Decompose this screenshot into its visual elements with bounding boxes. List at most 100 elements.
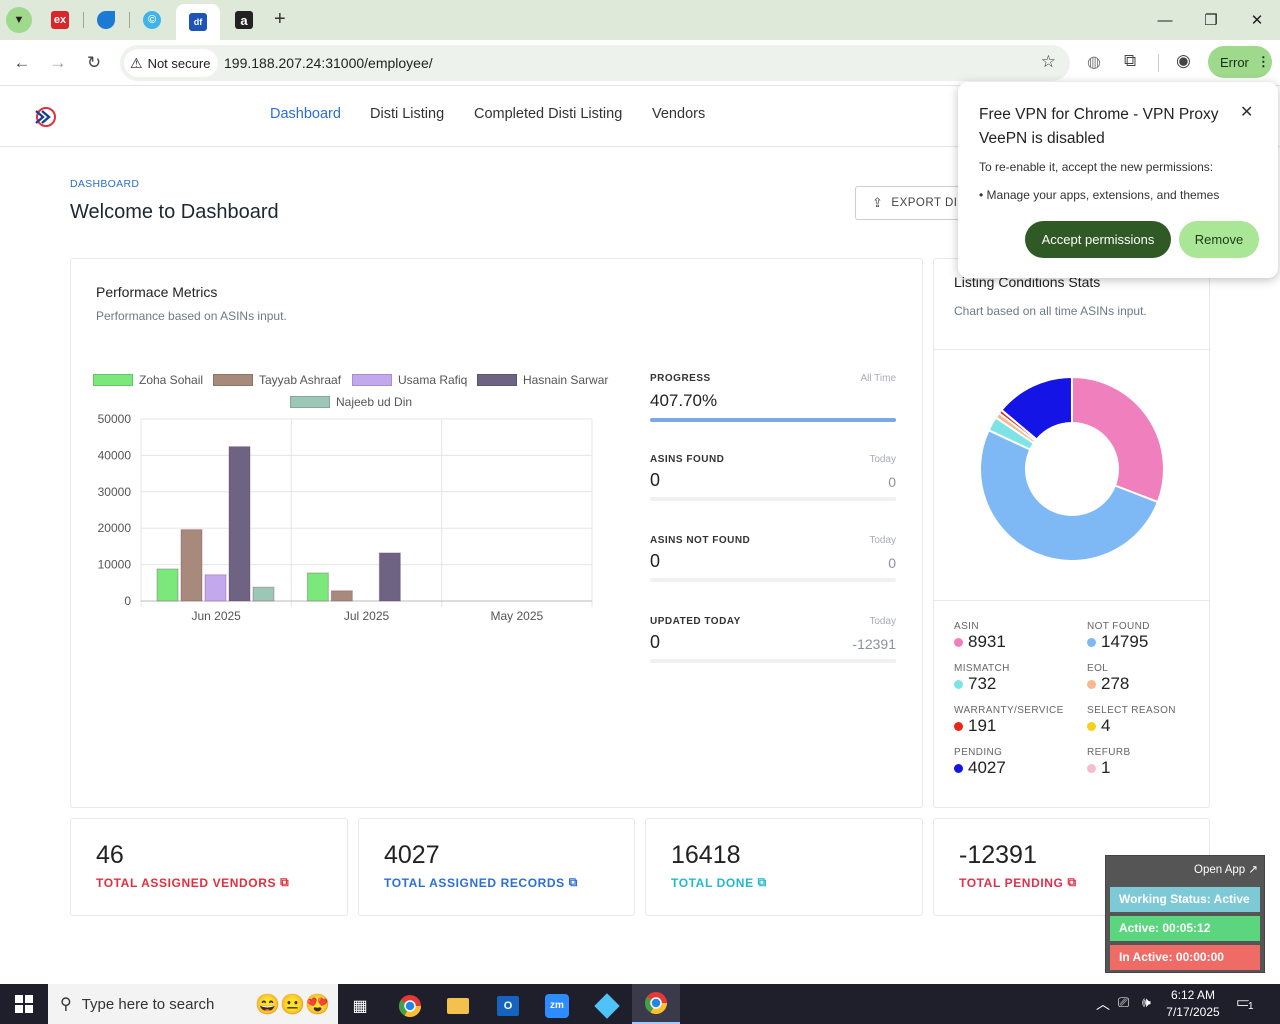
tab-search-button[interactable]: ▼ — [6, 7, 32, 33]
error-menu-button[interactable]: Error ⋮ — [1208, 46, 1272, 78]
logo-icon — [35, 107, 56, 127]
start-button[interactable] — [0, 987, 48, 1021]
total-value: -12391 — [959, 841, 1037, 869]
tab-c[interactable]: © — [132, 6, 172, 34]
popup-close-button[interactable]: ✕ — [1240, 104, 1254, 121]
y-tick-label: 50000 — [98, 412, 132, 426]
bar — [330, 590, 353, 602]
notification-count: 1 — [1248, 1001, 1254, 1012]
chevron-up-icon[interactable]: ︿ — [1096, 996, 1110, 1012]
stat-period: Today — [869, 535, 896, 546]
tab-df-active[interactable]: df — [176, 4, 220, 40]
external-link-icon: ⧉ — [757, 875, 767, 889]
address-bar[interactable]: ⚠ Not secure 199.188.207.24:31000/employ… — [120, 45, 1070, 81]
legend-item[interactable]: Zoha Sohail — [93, 373, 203, 387]
legend-swatch — [93, 374, 133, 386]
upload-icon: ⇪ — [872, 195, 884, 210]
condition-stat: EOL 278 — [1087, 663, 1217, 694]
remove-button[interactable]: Remove — [1179, 221, 1259, 258]
outlook-taskbar-icon[interactable]: O — [484, 989, 532, 1023]
condition-stat-value: 8931 — [954, 632, 1084, 652]
color-dot-icon — [1087, 679, 1096, 689]
restore-button[interactable]: ❐ — [1204, 12, 1218, 29]
condition-stat-label: NOT FOUND — [1087, 621, 1150, 632]
listing-conditions-card: Listing Conditions Stats Chart based on … — [933, 258, 1210, 808]
site-info-button[interactable]: ⚠ Not secure — [124, 49, 219, 77]
stat-period: Today — [869, 616, 896, 627]
performance-stats: PROGRESS All Time 407.70% ASINS FOUND To… — [650, 373, 896, 673]
bar — [252, 586, 275, 602]
performance-card: Performace Metrics Performance based on … — [70, 258, 923, 808]
close-window-button[interactable]: ✕ — [1250, 12, 1264, 29]
notification-center-button[interactable]: ▭ 1 — [1236, 993, 1258, 1013]
listing-conditions-subtitle: Chart based on all time ASINs input. — [954, 304, 1147, 318]
tab-amazon[interactable]: a — [224, 6, 264, 34]
total-label: TOTAL PENDING — [959, 875, 1064, 890]
volume-icon[interactable]: 🕪 — [1142, 994, 1151, 1010]
profile-icon[interactable]: ◉ — [1176, 51, 1191, 70]
nav-dashboard[interactable]: Dashboard — [270, 106, 341, 122]
chrome-active-taskbar-icon[interactable] — [632, 984, 680, 1024]
listing-conditions-donut-chart — [979, 375, 1165, 562]
active-time: Active: 00:05:12 — [1110, 916, 1260, 941]
legend-item[interactable]: Hasnain Sarwar — [477, 373, 608, 387]
breadcrumb: DASHBOARD — [70, 178, 140, 190]
globe-icon[interactable]: ◍ — [1087, 54, 1101, 71]
more-vertical-icon: ⋮ — [1256, 54, 1270, 69]
total-link[interactable]: TOTAL ASSIGNED RECORDS ⧉ — [384, 875, 578, 890]
legend-label: Tayyab Ashraaf — [259, 373, 342, 387]
taskbar-search-box[interactable]: ⚲ Type here to search 😄😐😍 — [48, 984, 338, 1024]
star-icon[interactable]: ☆ — [1040, 52, 1056, 71]
total-card-records: 4027 TOTAL ASSIGNED RECORDS ⧉ — [358, 818, 635, 916]
diamond-app-icon — [594, 993, 620, 1019]
legend-item[interactable]: Tayyab Ashraaf — [213, 373, 341, 387]
bar — [156, 568, 179, 602]
extensions-icon[interactable]: ⧉ — [1124, 51, 1137, 70]
stat-title: ASINS NOT FOUND — [650, 535, 751, 546]
legend-label: Najeeb ud Din — [336, 395, 413, 409]
y-tick-label: 40000 — [98, 448, 132, 462]
total-link[interactable]: TOTAL PENDING ⧉ — [959, 875, 1077, 890]
app-taskbar-icon[interactable] — [583, 989, 631, 1023]
popup-bullet: • Manage your apps, extensions, and them… — [979, 188, 1220, 202]
legend-item[interactable]: Najeeb ud Din — [290, 395, 412, 409]
logo[interactable] — [33, 106, 57, 128]
forward-button[interactable]: → — [49, 53, 67, 72]
new-tab-button[interactable]: + — [274, 8, 286, 30]
nav-disti-listing[interactable]: Disti Listing — [370, 106, 445, 122]
open-app-link[interactable]: Open App ↗ — [1194, 864, 1258, 876]
file-explorer-taskbar-icon[interactable] — [434, 989, 482, 1023]
nav-vendors[interactable]: Vendors — [652, 106, 706, 122]
total-link[interactable]: TOTAL DONE ⧉ — [671, 875, 767, 890]
legend-item[interactable]: Usama Rafiq — [352, 373, 467, 387]
chrome-taskbar-icon[interactable] — [386, 989, 434, 1023]
color-dot-icon — [1087, 721, 1096, 731]
stat-value: 0 — [650, 551, 661, 571]
legend-swatch — [213, 374, 253, 386]
condition-stat-value: 14795 — [1087, 632, 1217, 652]
total-link[interactable]: TOTAL ASSIGNED VENDORS ⧉ — [96, 875, 289, 890]
blue-app-favicon — [97, 11, 115, 29]
tab-ex[interactable]: ex — [40, 6, 80, 34]
zoom-taskbar-icon[interactable]: zm — [533, 989, 581, 1023]
stat-title: UPDATED TODAY — [650, 616, 741, 627]
total-label: TOTAL ASSIGNED VENDORS — [96, 875, 277, 890]
taskbar-clock[interactable]: 6:12 AM 7/17/2025 — [1160, 987, 1226, 1021]
back-button[interactable]: ← — [13, 53, 31, 72]
accept-permissions-button[interactable]: Accept permissions — [1025, 221, 1171, 258]
condition-stat-label: EOL — [1087, 663, 1109, 674]
stat-value: 407.70% — [650, 391, 718, 410]
task-view-button[interactable]: ▦ — [352, 998, 368, 1015]
tab-blue-app[interactable] — [86, 6, 126, 34]
reload-button[interactable]: ↻ — [86, 53, 102, 72]
condition-stat: PENDING 4027 — [954, 747, 1084, 778]
bar — [228, 446, 251, 602]
tab-separator — [83, 12, 84, 28]
minimize-button[interactable]: — — [1157, 11, 1173, 29]
color-dot-icon — [1087, 763, 1096, 773]
legend-swatch — [290, 396, 330, 408]
url-text[interactable]: 199.188.207.24:31000/employee/ — [224, 55, 433, 71]
nav-completed-disti-listing[interactable]: Completed Disti Listing — [474, 106, 623, 122]
bar — [378, 552, 401, 602]
network-icon[interactable]: ⎚ — [1118, 994, 1130, 1010]
